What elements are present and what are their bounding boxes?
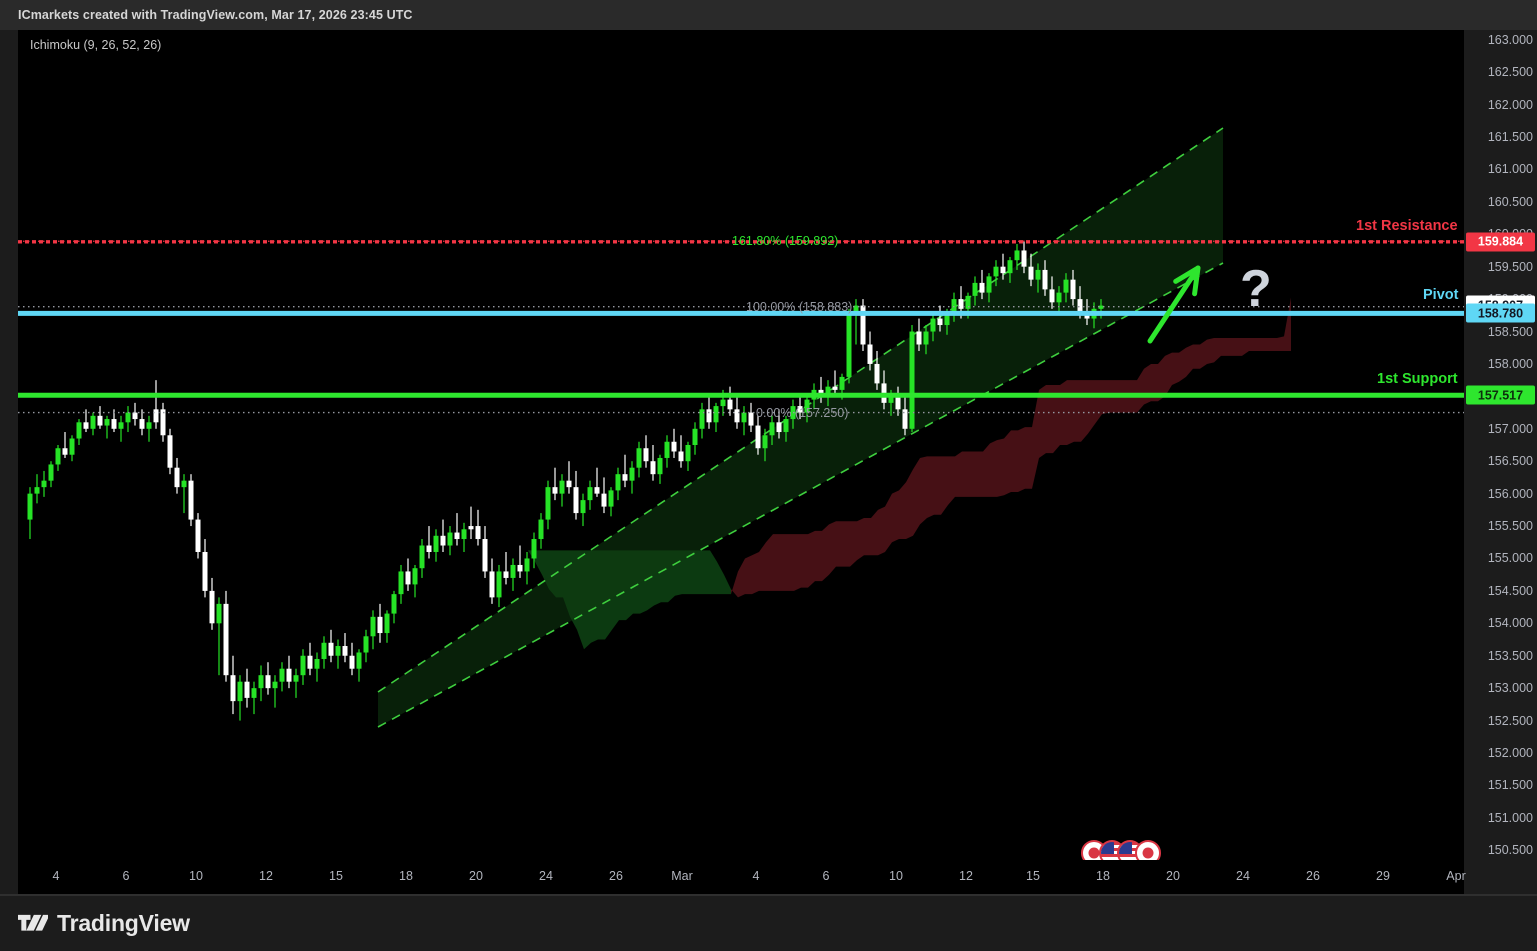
price-tick: 157.000	[1487, 421, 1533, 436]
attribution-text: ICmarkets created with TradingView.com, …	[18, 8, 413, 22]
price-tick: 158.500	[1487, 324, 1533, 339]
price-badge[interactable]: 157.517	[1466, 385, 1535, 405]
resistance-label: 1st Resistance	[1356, 217, 1458, 234]
indicator-legend[interactable]: Ichimoku (9, 26, 52, 26)	[30, 38, 162, 52]
time-tick: 10	[889, 869, 903, 883]
time-tick: 20	[469, 869, 483, 883]
fib-label-0: 0.00% (157.250)	[756, 405, 849, 420]
tradingview-logo-icon	[18, 914, 48, 931]
price-tick: 158.000	[1487, 356, 1533, 371]
price-tick: 159.500	[1487, 259, 1533, 274]
price-tick: 162.500	[1487, 65, 1533, 80]
price-tick: 161.000	[1487, 162, 1533, 177]
event-flag-jp[interactable]	[1135, 840, 1161, 860]
price-tick: 155.000	[1487, 551, 1533, 566]
price-tick: 153.500	[1487, 648, 1533, 663]
time-tick: 12	[959, 869, 973, 883]
time-tick: 4	[52, 869, 60, 883]
price-tick: 160.500	[1487, 194, 1533, 209]
price-badge[interactable]: 159.884	[1466, 232, 1535, 252]
price-tick: 161.500	[1487, 129, 1533, 144]
time-tick: 18	[1096, 869, 1110, 883]
price-tick: 163.000	[1487, 32, 1533, 47]
time-tick: 4	[752, 869, 760, 883]
time-tick: 6	[822, 869, 830, 883]
time-tick: 26	[1306, 869, 1320, 883]
attribution-bar: ICmarkets created with TradingView.com, …	[0, 0, 1537, 30]
time-tick: Apr	[1446, 869, 1466, 883]
price-tick: 151.000	[1487, 810, 1533, 825]
time-tick: 10	[189, 869, 203, 883]
fib-label-100: 100.00% (158.883)	[746, 299, 853, 314]
time-tick: 26	[609, 869, 623, 883]
footer-bar: TradingView	[0, 896, 1537, 951]
time-tick: 6	[122, 869, 130, 883]
time-tick: 12	[259, 869, 273, 883]
economic-event-flags[interactable]	[1081, 840, 1161, 860]
price-plot[interactable]	[18, 30, 1464, 860]
time-tick: 18	[399, 869, 413, 883]
price-badge[interactable]: 158.780	[1466, 303, 1535, 323]
axis-divider	[0, 894, 1537, 896]
price-tick: 150.500	[1487, 843, 1533, 858]
time-tick: 29	[1376, 869, 1390, 883]
price-tick: 151.500	[1487, 778, 1533, 793]
time-tick: 15	[329, 869, 343, 883]
time-tick: 24	[539, 869, 553, 883]
price-axis[interactable]: 163.000 162.500 162.000 161.500 161.000 160.5…	[1464, 30, 1537, 860]
support-label: 1st Support	[1377, 371, 1458, 388]
time-axis[interactable]: 4 6 10 12 15 18 20 24 26 Mar 4 6 10 12 15 18 20 24 26 29 Apr	[18, 860, 1466, 894]
price-tick: 156.500	[1487, 454, 1533, 469]
time-tick: 15	[1026, 869, 1040, 883]
tradingview-wordmark: TradingView	[57, 910, 190, 936]
time-tick: Mar	[671, 869, 693, 883]
time-tick: 20	[1166, 869, 1180, 883]
price-tick: 154.000	[1487, 616, 1533, 631]
price-tick: 155.500	[1487, 519, 1533, 534]
fib-label-161-8: 161.80% (159.892)	[732, 234, 839, 249]
price-tick: 154.500	[1487, 583, 1533, 598]
question-mark-annotation: ?	[1240, 260, 1272, 319]
price-tick: 152.000	[1487, 746, 1533, 760]
price-tick: 152.500	[1487, 713, 1533, 728]
price-tick: 162.000	[1487, 97, 1533, 112]
time-tick: 24	[1236, 869, 1250, 883]
chart-canvas-frame[interactable]: Ichimoku (9, 26, 52, 26) 161.80% (159.89…	[18, 30, 1464, 860]
price-tick: 153.000	[1487, 681, 1533, 696]
price-tick: 156.000	[1487, 486, 1533, 501]
pivot-label: Pivot	[1423, 287, 1459, 304]
